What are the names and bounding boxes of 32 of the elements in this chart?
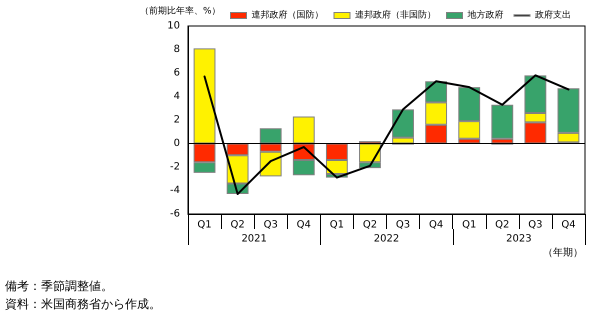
y-tick-label: 10 (167, 20, 180, 32)
y-tick-label: -2 (170, 162, 180, 172)
y-axis-title: （前期比年率、%） (140, 6, 221, 16)
text: 資料：米国商務省から作成。 (5, 297, 161, 311)
legend-label: 連邦政府（非国防） (355, 10, 436, 20)
x-tick-label: Q1 (197, 220, 212, 230)
legend-label: 連邦政府（国防） (252, 10, 324, 20)
y-tick-label: 6 (174, 68, 180, 78)
text: 2023 (506, 234, 532, 244)
x-tick-label: Q3 (528, 220, 542, 230)
x-tick-label: Q2 (230, 220, 245, 230)
legend-label: 政府支出 (535, 10, 571, 20)
x-axis-title: （年期） (543, 246, 583, 258)
x-tick-label: Q4 (561, 220, 576, 230)
y-tick-label: -6 (170, 208, 180, 220)
y-tick-label: 4 (174, 91, 180, 102)
y-tick-label: 8 (174, 44, 180, 55)
legend-label: 地方政府 (466, 10, 504, 20)
x-tick-label: Q2 (495, 220, 510, 230)
text: 2021 (241, 234, 267, 244)
x-tick-label: Q2 (362, 220, 378, 230)
text: 備考：季節調整値。 (5, 279, 113, 293)
text: 2022 (374, 234, 400, 244)
y-tick-label: -4 (170, 185, 180, 196)
y-tick-label: 0 (174, 138, 180, 149)
x-tick-label: Q3 (396, 220, 410, 230)
x-tick-label: Q4 (429, 220, 444, 230)
y-tick-label: 2 (174, 114, 180, 126)
x-tick-label: Q1 (330, 220, 344, 230)
x-tick-label: Q3 (264, 220, 278, 230)
x-tick-label: Q4 (296, 220, 311, 230)
x-tick-label: Q1 (462, 220, 476, 230)
